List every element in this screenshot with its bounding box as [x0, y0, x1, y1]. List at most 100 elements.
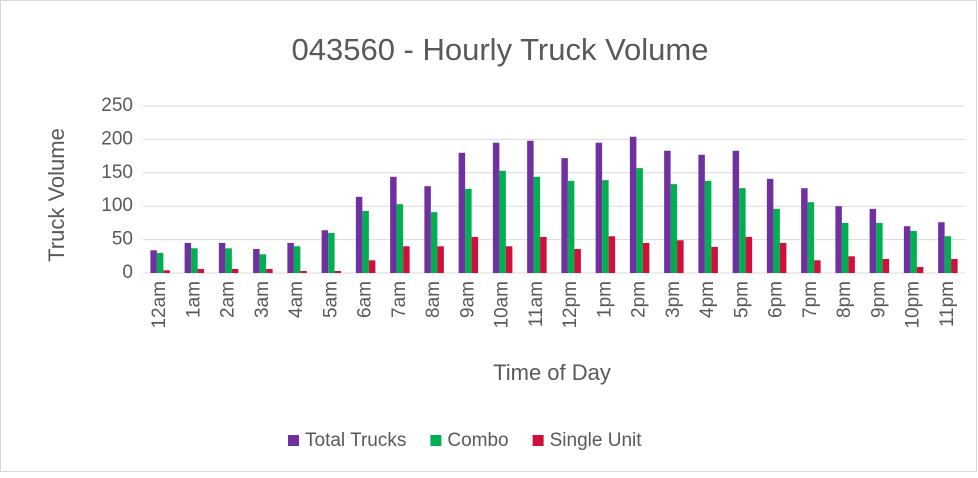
bar	[191, 248, 198, 273]
bar	[739, 188, 746, 273]
bar	[156, 252, 164, 273]
bar	[218, 242, 226, 273]
bar	[670, 184, 678, 273]
bar	[561, 158, 568, 273]
x-tick-label: 6am	[355, 281, 376, 318]
y-tick-label: 200	[101, 128, 133, 149]
bar	[773, 208, 780, 273]
bar	[677, 240, 684, 273]
bar	[458, 152, 466, 273]
y-tick-label: 100	[101, 195, 133, 216]
x-tick-label: 7am	[389, 281, 410, 318]
bar	[334, 270, 342, 273]
bar	[184, 242, 192, 273]
legend-label: Single Unit	[550, 430, 643, 451]
x-tick-label: 6pm	[766, 281, 787, 318]
y-axis-label: Truck Volume	[44, 128, 69, 262]
x-tick-label: 2pm	[629, 281, 650, 318]
bar	[807, 202, 815, 273]
bar	[629, 136, 637, 273]
bar	[732, 150, 740, 273]
x-tick-label: 9pm	[868, 281, 889, 318]
bar	[540, 236, 547, 273]
y-tick-label: 50	[112, 229, 133, 250]
bar	[602, 180, 609, 273]
x-tick-label: 3am	[252, 281, 273, 318]
x-tick-label: 2am	[218, 281, 239, 318]
bar	[231, 268, 239, 273]
bar	[328, 232, 335, 273]
x-tick-label: 10am	[492, 281, 513, 329]
x-tick-label: 11pm	[937, 281, 958, 327]
bar	[362, 210, 369, 273]
x-tick-label: 9am	[457, 281, 478, 318]
bar	[698, 154, 705, 273]
bar	[197, 268, 205, 273]
x-tick-label: 1pm	[594, 281, 615, 318]
bar	[424, 186, 431, 273]
bar	[150, 250, 157, 273]
bar	[321, 230, 329, 273]
x-tick-label: 7pm	[800, 281, 821, 318]
bar	[163, 270, 170, 273]
bar	[492, 142, 500, 273]
x-tick-label: 12am	[149, 281, 170, 329]
x-tick-label: 5pm	[731, 281, 752, 318]
bar	[916, 266, 924, 273]
x-tick-label: 5am	[320, 281, 341, 318]
bar	[938, 222, 945, 273]
legend-label: Combo	[447, 430, 508, 451]
bar	[396, 204, 404, 273]
bar	[745, 236, 753, 273]
legend-swatch	[288, 435, 299, 446]
bar	[465, 188, 472, 273]
bar	[437, 246, 444, 273]
y-tick-label: 250	[101, 95, 133, 116]
x-tick-label: 4pm	[697, 281, 718, 318]
bar	[910, 230, 917, 273]
bar	[355, 196, 363, 273]
bar	[876, 222, 883, 273]
y-tick-label: 150	[101, 162, 133, 183]
bar	[608, 236, 616, 273]
bar	[766, 178, 774, 273]
bar	[574, 248, 581, 273]
bar	[293, 246, 301, 273]
bar	[533, 176, 541, 273]
x-axis-label: Time of Day	[493, 360, 611, 385]
bar	[801, 188, 808, 273]
x-tick-label: 10pm	[903, 281, 924, 329]
x-tick-label: 4am	[286, 281, 307, 318]
bar	[835, 206, 842, 273]
bar	[595, 142, 603, 273]
bar	[266, 268, 273, 273]
bar	[430, 212, 438, 273]
bar	[505, 246, 513, 273]
bar	[471, 236, 479, 273]
bar	[287, 242, 294, 273]
x-tick-label: 8pm	[834, 281, 855, 318]
bar	[664, 150, 671, 273]
bar	[642, 242, 650, 273]
bar	[944, 236, 952, 273]
bar	[259, 254, 267, 273]
legend-label: Total Trucks	[305, 430, 406, 451]
bar	[300, 270, 307, 273]
bar	[499, 170, 506, 273]
legend-swatch	[430, 435, 442, 446]
legend-swatch	[532, 435, 544, 446]
bar	[882, 258, 890, 273]
bar	[951, 258, 958, 273]
bar	[390, 176, 397, 273]
y-tick-label: 0	[122, 262, 133, 283]
x-tick-label: 3pm	[663, 281, 684, 318]
bar	[779, 242, 787, 273]
bar	[869, 208, 877, 273]
bar	[253, 248, 260, 273]
x-tick-label: 8am	[423, 281, 444, 318]
bar	[704, 180, 712, 273]
bar	[636, 168, 643, 273]
bar	[841, 222, 849, 273]
